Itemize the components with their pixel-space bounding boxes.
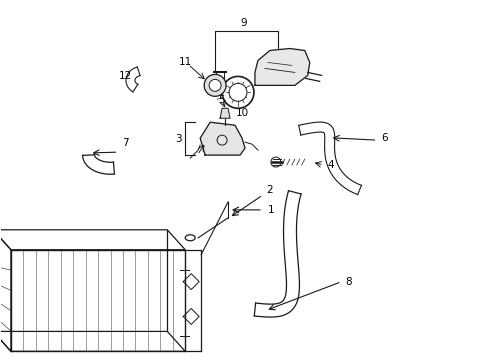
Circle shape: [203, 75, 225, 96]
Text: 7: 7: [122, 138, 129, 148]
Text: 8: 8: [345, 276, 351, 287]
Text: 1: 1: [267, 205, 274, 215]
Text: 11: 11: [178, 58, 191, 67]
Polygon shape: [254, 191, 301, 317]
Text: 5: 5: [218, 95, 224, 105]
Text: 4: 4: [327, 160, 334, 170]
Polygon shape: [82, 155, 114, 174]
Polygon shape: [298, 122, 361, 194]
Text: 2: 2: [265, 185, 272, 195]
Polygon shape: [126, 67, 140, 92]
Circle shape: [209, 80, 221, 91]
Polygon shape: [220, 108, 229, 118]
Text: 6: 6: [381, 133, 387, 143]
Text: 3: 3: [175, 134, 181, 144]
Text: 12: 12: [119, 71, 132, 81]
Polygon shape: [200, 122, 244, 155]
Text: 9: 9: [240, 18, 247, 28]
Text: 10: 10: [235, 108, 248, 118]
Polygon shape: [254, 49, 309, 85]
